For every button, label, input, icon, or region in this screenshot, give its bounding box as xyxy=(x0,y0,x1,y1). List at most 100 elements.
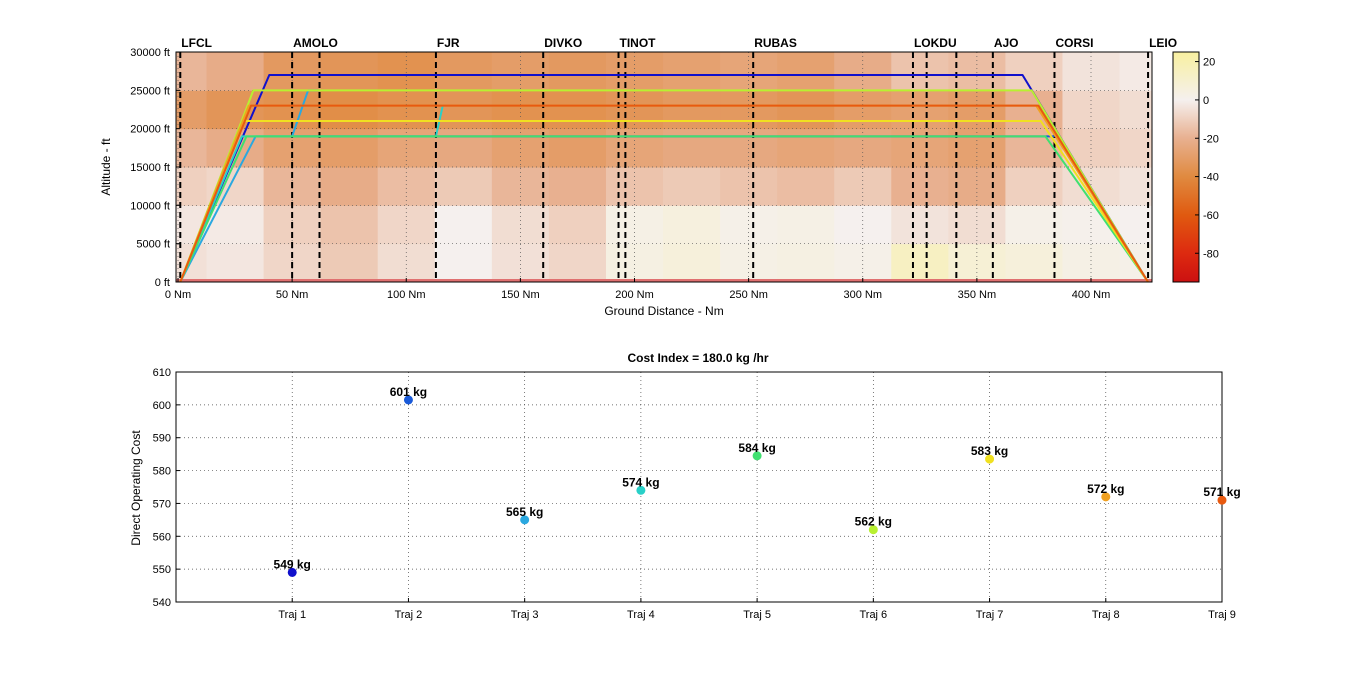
colorbar-tick-label: 20 xyxy=(1203,57,1215,69)
x-tick-label: Traj 6 xyxy=(859,609,887,621)
wind-cell xyxy=(548,52,607,91)
cost-point-label: 584 kg xyxy=(738,441,775,455)
wind-cell xyxy=(491,243,550,282)
cost-y-axis-label: Direct Operating Cost xyxy=(129,430,143,546)
waypoint-lines xyxy=(179,52,1150,282)
y-tick-label: 550 xyxy=(153,564,171,576)
wind-cell xyxy=(206,205,265,245)
x-tick-label: 100 Nm xyxy=(387,289,426,301)
y-tick-label: 570 xyxy=(153,498,171,510)
wind-cell xyxy=(1005,205,1063,245)
cost-chart-title: Cost Index = 180.0 kg /hr xyxy=(627,351,768,365)
wind-cell xyxy=(891,90,949,130)
wind-cell xyxy=(1119,205,1152,245)
x-tick-label: Traj 2 xyxy=(395,609,423,621)
colorbar-tick-label: 0 xyxy=(1203,95,1209,107)
y-tick-label: 25000 ft xyxy=(130,85,170,97)
y-tick-label: 580 xyxy=(153,466,171,478)
cost-point-label: 562 kg xyxy=(855,515,892,529)
altitude-chart: 0 Nm 50 Nm 100 Nm 150 Nm 200 Nm 250 Nm 300 Nm 3… xyxy=(99,36,1177,318)
wind-cell xyxy=(1005,52,1063,91)
cost-point-label: 583 kg xyxy=(971,444,1008,458)
wind-cell xyxy=(891,128,949,168)
colorbar-tick-label: -20 xyxy=(1203,133,1219,145)
trajectory-lines xyxy=(179,74,1149,282)
cost-point-label: 565 kg xyxy=(506,505,543,519)
waypoint-label: TINOT xyxy=(620,36,657,50)
wind-cell xyxy=(777,90,835,130)
waypoint-label: LOKDU xyxy=(914,36,957,50)
colorbar-tick-label: -80 xyxy=(1203,248,1219,260)
wind-cell xyxy=(206,90,265,130)
wind-cell xyxy=(377,243,436,282)
wind-cell xyxy=(206,243,265,282)
y-tick-label: 600 xyxy=(153,400,171,412)
x-tick-label: Traj 1 xyxy=(278,609,306,621)
waypoint-label: RUBAS xyxy=(754,36,797,50)
trajectory-line xyxy=(179,104,1149,282)
wind-cell xyxy=(320,205,379,245)
x-tick-label: 150 Nm xyxy=(501,289,540,301)
cost-point xyxy=(287,567,297,577)
wind-cell xyxy=(605,243,664,282)
cost-plot-frame xyxy=(175,371,1223,603)
y-tick-label: 30000 ft xyxy=(130,47,170,59)
wind-cell xyxy=(548,90,607,130)
wind-cell xyxy=(1119,90,1152,130)
y-tick-label: 15000 ft xyxy=(130,162,170,174)
x-tick-label: 200 Nm xyxy=(615,289,654,301)
wind-cell xyxy=(320,52,379,91)
waypoint-label: DIVKO xyxy=(544,36,582,50)
wind-cell xyxy=(834,52,892,91)
wind-cell xyxy=(434,243,493,282)
y-tick-label: 540 xyxy=(153,597,171,609)
wind-cell xyxy=(663,167,721,206)
cost-y-ticks: 540 550 560 570 580 590 600 610 xyxy=(153,367,180,609)
wind-cell xyxy=(491,52,550,91)
wind-cell xyxy=(1005,167,1063,206)
wind-cell xyxy=(663,128,721,168)
wind-cell xyxy=(663,205,721,245)
wind-cell xyxy=(434,52,493,91)
y-tick-label: 0 ft xyxy=(155,277,170,289)
cost-point xyxy=(636,485,646,495)
altitude-y-ticks: 0 ft 5000 ft 10000 ft 15000 ft 20000 ft 25000… xyxy=(130,47,180,289)
x-tick-label: Traj 7 xyxy=(976,609,1004,621)
trajectory-line xyxy=(179,135,1149,282)
waypoint-label: AJO xyxy=(994,36,1019,50)
wind-cell xyxy=(605,52,664,91)
wind-cell xyxy=(434,167,493,206)
colorbar-ticks: 20 0 -20 -40 -60 -80 xyxy=(1195,57,1219,260)
cost-point-label: 549 kg xyxy=(274,557,311,571)
colorbar: 20 0 -20 -40 -60 -80 xyxy=(1172,51,1219,283)
cost-point xyxy=(1101,492,1111,502)
x-tick-label: 0 Nm xyxy=(165,289,191,301)
x-tick-label: Traj 9 xyxy=(1208,609,1236,621)
wind-cell xyxy=(777,167,835,206)
wind-cell xyxy=(1062,52,1121,91)
wind-cell xyxy=(720,52,778,91)
wind-cell xyxy=(834,243,892,282)
wind-cell xyxy=(663,243,721,282)
wind-cell xyxy=(320,90,379,130)
cost-plot-area xyxy=(176,372,1222,602)
x-tick-label: 250 Nm xyxy=(729,289,768,301)
waypoint-label: CORSI xyxy=(1055,36,1093,50)
x-tick-label: 400 Nm xyxy=(1072,289,1111,301)
x-tick-label: Traj 4 xyxy=(627,609,655,621)
cost-point xyxy=(752,451,762,461)
wind-cell xyxy=(320,243,379,282)
wind-cell xyxy=(548,205,607,245)
wind-cell xyxy=(720,167,778,206)
wind-cell xyxy=(434,128,493,168)
x-tick-label: Traj 8 xyxy=(1092,609,1120,621)
wind-cell xyxy=(1062,243,1121,282)
wind-cell xyxy=(948,167,1006,206)
y-tick-label: 20000 ft xyxy=(130,124,170,136)
wind-cell xyxy=(777,205,835,245)
waypoint-label: LFCL xyxy=(181,36,212,50)
cost-point-label: 571 kg xyxy=(1203,485,1240,499)
colorbar-scale xyxy=(1172,51,1200,283)
y-tick-label: 10000 ft xyxy=(130,200,170,212)
wind-cell xyxy=(320,167,379,206)
